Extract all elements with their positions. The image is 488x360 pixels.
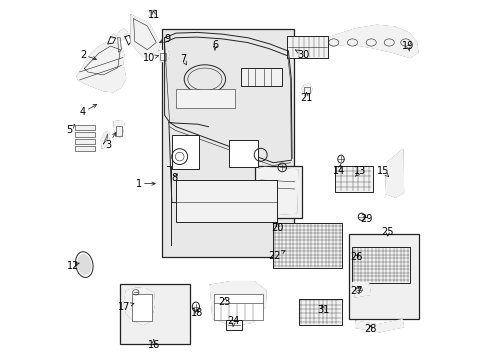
Bar [351,247,409,283]
Ellipse shape [77,254,91,275]
Polygon shape [101,131,109,148]
Bar [162,29,294,257]
Text: 16: 16 [147,340,160,350]
Bar [176,180,276,222]
Text: 14: 14 [332,165,344,176]
Text: 13: 13 [354,166,366,176]
Bar [286,36,328,58]
Polygon shape [112,29,127,40]
Text: 22: 22 [268,251,285,261]
Text: 9: 9 [159,34,170,44]
Text: 18: 18 [190,308,203,318]
Bar [75,132,95,137]
Polygon shape [355,320,403,332]
Text: 8: 8 [171,173,177,183]
Text: 17: 17 [118,302,134,312]
Polygon shape [352,283,370,297]
Polygon shape [314,25,417,58]
Polygon shape [114,121,123,138]
Polygon shape [258,167,297,215]
Bar [120,284,189,344]
Text: 2: 2 [80,50,96,60]
Polygon shape [385,149,403,197]
Bar [229,140,258,167]
Bar [176,89,235,108]
Polygon shape [123,288,154,325]
Text: 27: 27 [350,286,362,296]
Text: 4: 4 [80,104,97,117]
Text: 30: 30 [295,50,309,60]
Polygon shape [302,84,311,94]
Bar [132,294,152,321]
Bar [348,234,418,319]
Bar [303,87,309,93]
Text: 20: 20 [271,222,283,233]
Text: 21: 21 [300,93,312,103]
Bar [273,223,342,268]
Bar [213,294,262,320]
Text: 26: 26 [350,252,362,262]
Bar [226,320,241,330]
Text: 29: 29 [359,214,371,224]
Polygon shape [131,15,160,58]
Text: 25: 25 [381,227,393,237]
Text: 23: 23 [218,297,230,307]
Text: 15: 15 [376,166,388,177]
Text: 12: 12 [66,261,79,271]
Text: 5: 5 [66,125,75,135]
Text: 3: 3 [105,133,116,150]
Bar [160,53,166,60]
Text: 10: 10 [142,53,158,63]
Bar [255,166,302,218]
Text: 28: 28 [364,324,376,334]
Bar [241,68,282,86]
Bar [171,135,199,169]
Bar [75,139,95,144]
Bar [334,166,373,192]
Polygon shape [159,50,168,62]
Bar [75,146,95,151]
Text: 19: 19 [401,41,413,51]
Text: 6: 6 [211,40,218,50]
Polygon shape [77,42,125,92]
Text: 11: 11 [147,10,160,20]
Bar [298,299,341,325]
Text: 31: 31 [316,305,328,315]
Text: 24: 24 [227,316,240,326]
Polygon shape [149,10,156,19]
Bar [115,126,122,136]
Bar [75,125,95,130]
Text: 7: 7 [180,54,186,65]
Text: 1: 1 [136,179,155,189]
Polygon shape [210,282,265,326]
